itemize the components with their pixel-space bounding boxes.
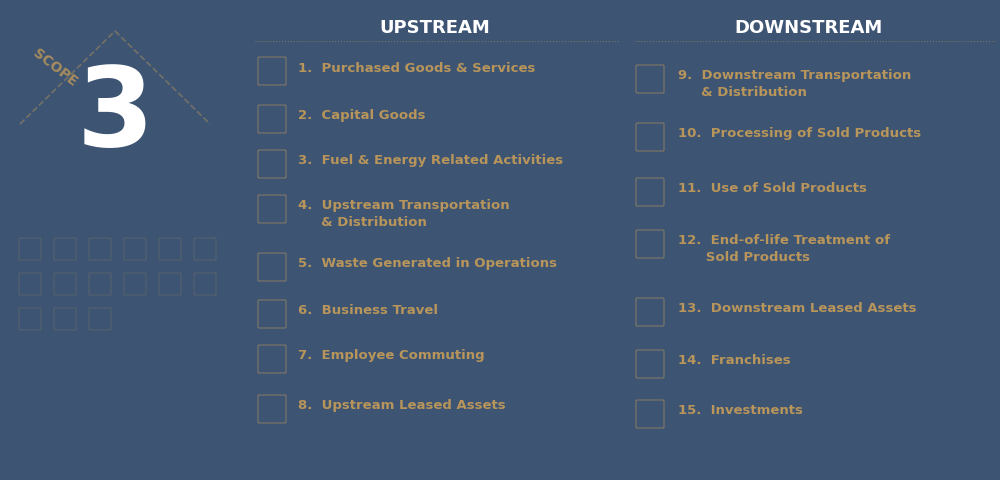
Text: SCOPE: SCOPE <box>30 47 80 89</box>
Text: 8.  Upstream Leased Assets: 8. Upstream Leased Assets <box>298 399 506 412</box>
Text: 6.  Business Travel: 6. Business Travel <box>298 304 438 317</box>
Text: 13.  Downstream Leased Assets: 13. Downstream Leased Assets <box>678 302 916 315</box>
Text: 7.  Employee Commuting: 7. Employee Commuting <box>298 349 485 362</box>
Text: DOWNSTREAM: DOWNSTREAM <box>734 19 882 37</box>
Text: UPSTREAM: UPSTREAM <box>380 19 490 37</box>
Text: 9.  Downstream Transportation: 9. Downstream Transportation <box>678 69 911 83</box>
Text: & Distribution: & Distribution <box>298 216 427 229</box>
Text: Sold Products: Sold Products <box>678 251 810 264</box>
Text: 12.  End-of-life Treatment of: 12. End-of-life Treatment of <box>678 234 890 247</box>
Text: 2.  Capital Goods: 2. Capital Goods <box>298 109 426 122</box>
Text: 5.  Waste Generated in Operations: 5. Waste Generated in Operations <box>298 257 557 270</box>
Text: 3.  Fuel & Energy Related Activities: 3. Fuel & Energy Related Activities <box>298 154 563 167</box>
Text: 10.  Processing of Sold Products: 10. Processing of Sold Products <box>678 127 921 140</box>
Text: & Distribution: & Distribution <box>678 86 807 99</box>
Text: 15.  Investments: 15. Investments <box>678 404 803 417</box>
Text: 11.  Use of Sold Products: 11. Use of Sold Products <box>678 182 867 195</box>
Text: 3: 3 <box>76 61 154 168</box>
Text: 1.  Purchased Goods & Services: 1. Purchased Goods & Services <box>298 61 535 74</box>
Text: 4.  Upstream Transportation: 4. Upstream Transportation <box>298 199 510 212</box>
Text: 14.  Franchises: 14. Franchises <box>678 354 791 367</box>
